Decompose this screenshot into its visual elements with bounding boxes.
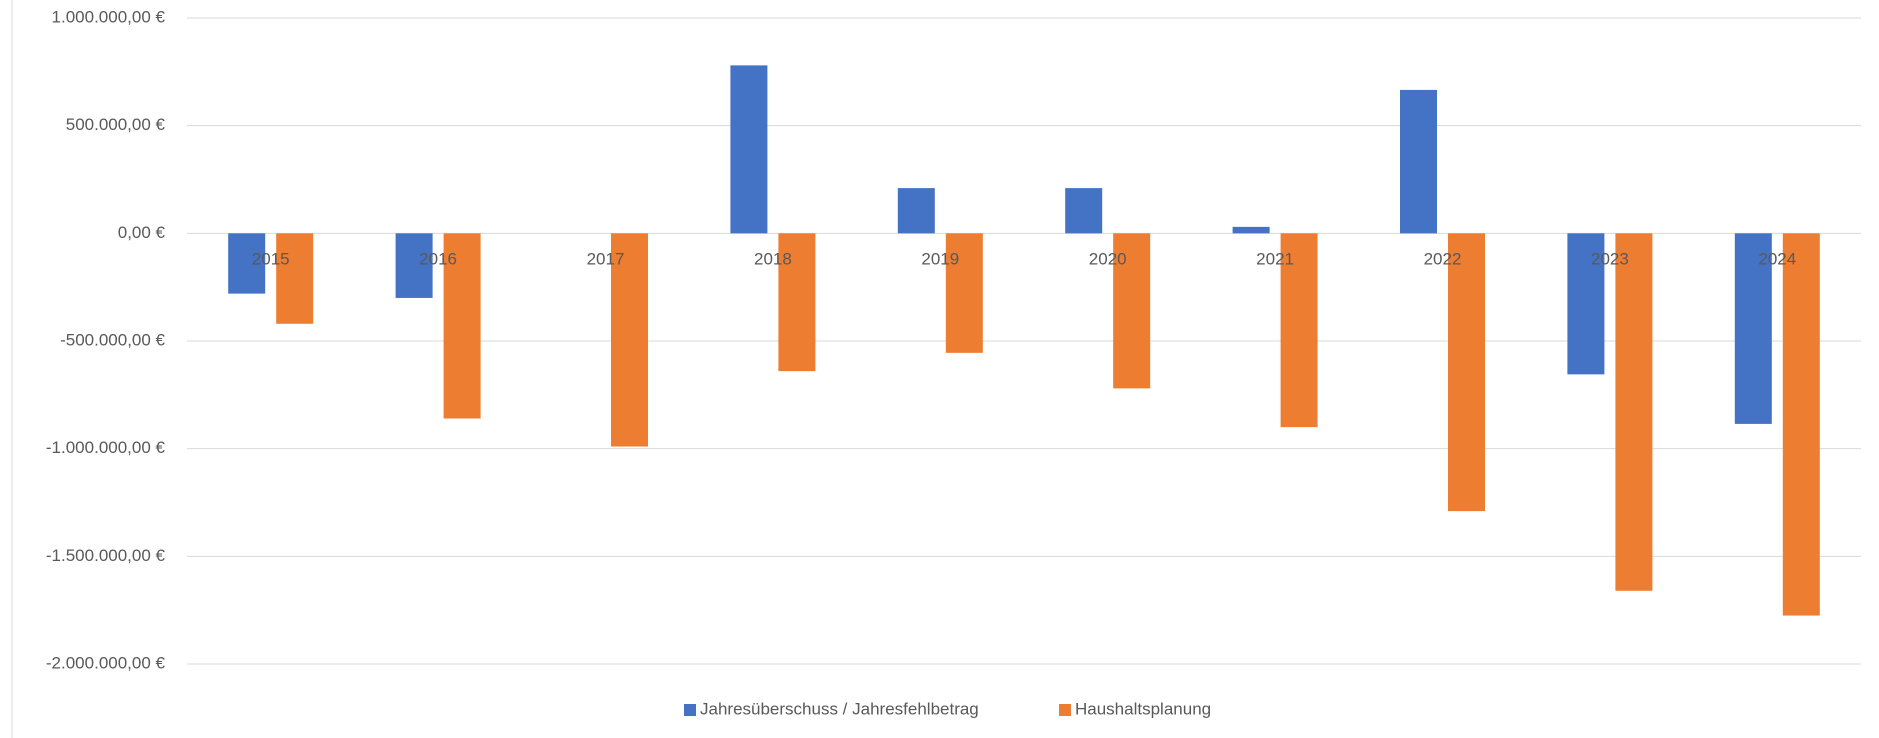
- bar: [945, 233, 983, 353]
- y-tick-label: 1.000.000,00 €: [52, 7, 166, 26]
- y-tick-label: 0,00 €: [118, 223, 166, 242]
- bar: [1065, 188, 1103, 234]
- bar: [1567, 233, 1605, 375]
- bar: [1280, 233, 1318, 428]
- legend-label: Jahresüberschuss / Jahresfehlbetrag: [700, 699, 979, 718]
- y-tick-label: -2.000.000,00 €: [46, 653, 166, 672]
- bar: [1615, 233, 1653, 591]
- bar: [443, 233, 481, 419]
- y-tick-label: 500.000,00 €: [66, 115, 166, 134]
- x-tick-label: 2022: [1424, 249, 1462, 268]
- bar: [1113, 233, 1151, 389]
- bar: [1734, 233, 1772, 424]
- x-tick-label: 2023: [1591, 249, 1629, 268]
- bar: [1782, 233, 1820, 616]
- y-tick-label: -1.500.000,00 €: [46, 546, 166, 565]
- legend-swatch: [1059, 704, 1071, 716]
- x-tick-label: 2017: [587, 249, 625, 268]
- y-tick-label: -500.000,00 €: [60, 330, 165, 349]
- x-tick-label: 2019: [921, 249, 959, 268]
- bar: [1232, 226, 1270, 234]
- legend-swatch: [684, 704, 696, 716]
- bar: [1400, 89, 1437, 234]
- x-tick-label: 2020: [1089, 249, 1127, 268]
- bar: [1448, 233, 1485, 512]
- bar: [897, 188, 935, 234]
- bar: [730, 65, 768, 234]
- bar: [228, 233, 266, 294]
- x-tick-label: 2015: [252, 249, 290, 268]
- bar: [276, 233, 314, 324]
- bar: [778, 233, 816, 372]
- x-tick-label: 2016: [419, 249, 457, 268]
- y-tick-label: -1.000.000,00 €: [46, 438, 166, 457]
- x-tick-label: 2024: [1758, 249, 1796, 268]
- legend-label: Haushaltsplanung: [1075, 699, 1211, 718]
- bar: [611, 233, 648, 447]
- bar: [395, 233, 433, 298]
- x-tick-label: 2018: [754, 249, 792, 268]
- x-tick-label: 2021: [1256, 249, 1294, 268]
